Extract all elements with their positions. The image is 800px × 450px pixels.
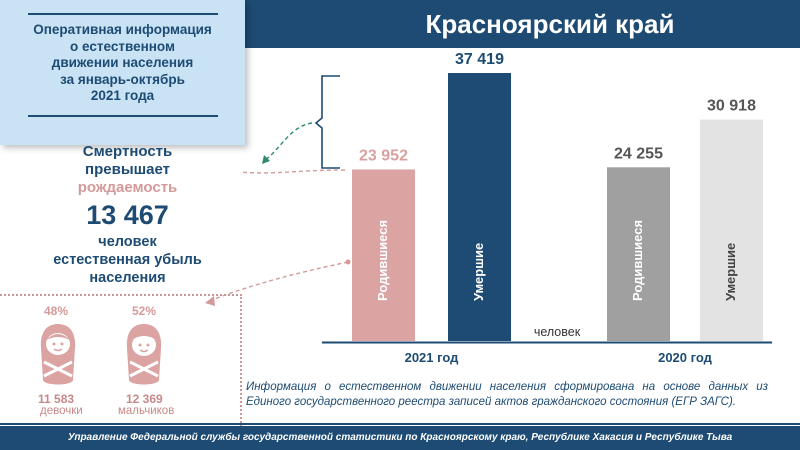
bar-value-label: 23 952 [359, 147, 408, 164]
boys-label: мальчиков [118, 405, 175, 417]
girls-percent: 48% [44, 304, 69, 318]
region-title: Красноярский край [425, 9, 675, 39]
connector-arrowhead [262, 155, 270, 164]
baby-girl-icon [40, 324, 76, 385]
bar-2021-deaths [448, 73, 511, 341]
info-box-top-rule [28, 13, 218, 15]
kids-connector-dot [345, 259, 351, 265]
bar-category-label: Умершие [723, 243, 738, 301]
comparison-brace [314, 75, 340, 169]
bar-category-label: Родившиеся [630, 220, 645, 301]
info-box-bottom-rule [28, 115, 218, 117]
kids-connector-arrowhead [205, 296, 215, 306]
group-label-1: 2020 год [658, 350, 713, 365]
boys-count: 12 369 [126, 392, 163, 406]
births-by-sex-panel [0, 294, 242, 426]
baby-boy-icon [126, 324, 162, 385]
bar-value-label: 30 918 [707, 98, 756, 115]
bar-2021-births [352, 169, 415, 341]
connector-arrow [264, 122, 313, 161]
bar-2020-births [607, 167, 670, 341]
footnote: Информация о естественном движении насел… [246, 381, 768, 408]
natural-loss-caption: человек естественная убыль населения [53, 234, 202, 286]
unit-label: человек [534, 325, 581, 339]
bar-category-label: Родившиеся [375, 220, 390, 301]
footer-text: Управление Федеральной службы государств… [67, 432, 733, 443]
births-connector [239, 169, 346, 174]
bar-value-label: 24 255 [614, 145, 663, 162]
info-box: Оперативная информация о естественном дв… [0, 0, 245, 145]
natural-loss-number: 13 467 [86, 200, 169, 230]
girls-count: 11 583 [38, 392, 75, 406]
footer-rule [0, 423, 800, 425]
bar-category-label: Умершие [471, 243, 486, 301]
mortality-line-2: превышает [85, 161, 170, 178]
mortality-line-1: Смертность [82, 143, 173, 160]
girls-label: девочки [40, 405, 83, 417]
group-label-0: 2021 год [405, 350, 460, 365]
info-box-text: Оперативная информация о естественном дв… [33, 22, 212, 103]
footer-bar [0, 426, 800, 450]
mortality-line-3: рождаемость [77, 179, 178, 196]
boys-percent: 52% [132, 304, 157, 318]
bar-2020-deaths [700, 119, 763, 341]
bar-value-label: 37 419 [455, 51, 504, 68]
